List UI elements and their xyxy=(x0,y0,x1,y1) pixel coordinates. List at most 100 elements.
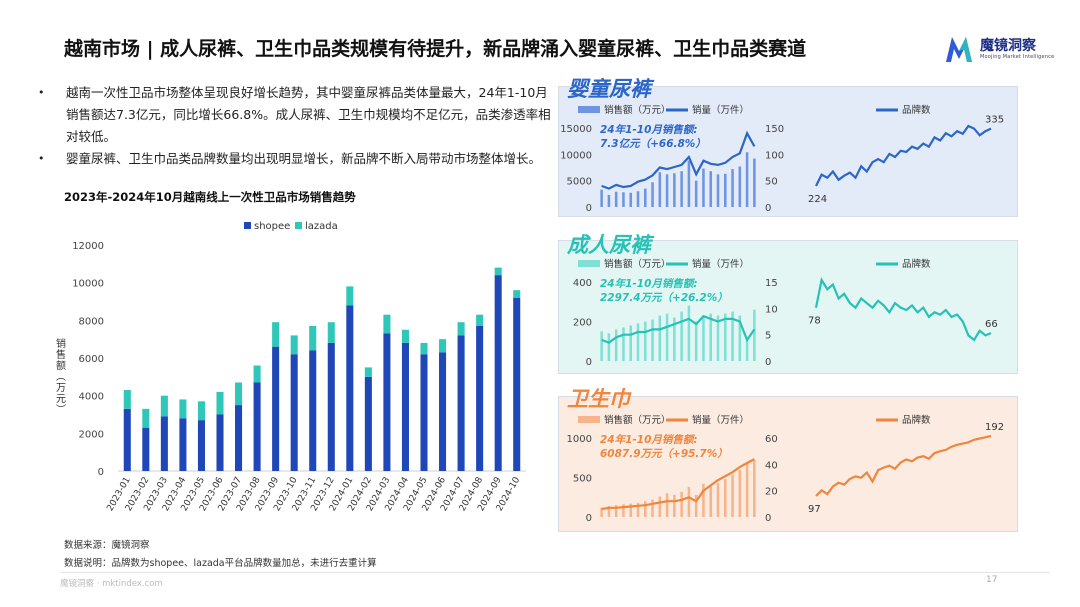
y-tick-label-right: 15 xyxy=(765,278,778,289)
bar-shopee xyxy=(494,275,502,471)
bar-sales xyxy=(651,319,654,361)
bar-sales xyxy=(724,479,727,517)
bar-sales xyxy=(636,191,640,207)
bar-lazada xyxy=(142,408,150,428)
bar-sales xyxy=(673,173,676,207)
bar-shopee xyxy=(197,420,205,471)
bar-sales xyxy=(694,494,698,517)
bar-sales xyxy=(607,333,611,361)
footer-website: 魔镜洞察 · mktindex.com xyxy=(60,579,163,589)
bar-sales xyxy=(644,501,647,517)
y-tick-label-right: 0 xyxy=(765,513,771,524)
bar-shopee xyxy=(290,354,298,471)
bar-sales xyxy=(724,313,727,361)
panel-title-adult: 成人尿裤 xyxy=(567,233,651,257)
bar-shopee xyxy=(457,335,465,471)
bar-sales xyxy=(607,194,611,207)
bar-sales xyxy=(709,485,712,517)
legend-label-volume: 销量（万件） xyxy=(692,104,749,116)
legend-label-brands: 品牌数 xyxy=(902,258,931,270)
y-tick-label-left: 0 xyxy=(586,203,592,214)
adult-mini-charts: 销售额（万元） 销量（万件） 品牌数 24年1-10月销售额:2297.4万元（+26… xyxy=(573,258,998,368)
bar-sales xyxy=(680,311,683,361)
summary-bullets: 越南一次性卫品市场整体呈现良好增长趋势，其中婴童尿裤品类体量最大，24年1-10… xyxy=(36,82,556,170)
bar-lazada xyxy=(123,390,131,409)
legend-label-brands: 品牌数 xyxy=(902,414,931,426)
legend-label-sales: 销售额（万元） xyxy=(604,414,671,426)
y-tick-label-right: 0 xyxy=(765,203,771,214)
panel-sanitary-pads xyxy=(558,396,1018,532)
bar-sales xyxy=(738,166,742,207)
y-tick-label-right: 20 xyxy=(765,487,778,498)
brand-end-label: 335 xyxy=(985,115,1004,126)
y-tick-label-right: 60 xyxy=(765,434,778,445)
annotation-line: 6087.9万元（+95.7%） xyxy=(600,447,728,460)
y-tick-label: 2000 xyxy=(79,429,104,440)
bar-lazada xyxy=(346,286,354,306)
legend-label-brands: 品牌数 xyxy=(902,104,931,116)
y-tick-label: 6000 xyxy=(79,354,104,365)
bar-lazada xyxy=(439,339,447,353)
bar-sales xyxy=(636,323,640,361)
legend-label-shopee: shopee xyxy=(254,221,290,232)
bar-lazada xyxy=(160,395,168,417)
bar-shopee xyxy=(420,354,428,471)
line-brand-count xyxy=(815,124,992,187)
bar-sales xyxy=(694,180,698,207)
line-brand-count xyxy=(815,434,992,497)
y-tick-label-left: 400 xyxy=(573,278,592,289)
legend-swatch-shopee xyxy=(244,222,251,229)
brand-subtitle: Moojing Market Intelligence xyxy=(980,53,1055,60)
summary-bullet: 婴童尿裤、卫生巾品类品牌数量均出现明显增长，新品牌不断入局带动市场整体增长。 xyxy=(36,148,556,170)
y-tick-label-right: 150 xyxy=(765,124,784,135)
pad-mini-charts: 销售额（万元） 销量（万件） 品牌数 24年1-10月销售额:6087.9万元（+95… xyxy=(567,414,1005,524)
legend-label-volume: 销量（万件） xyxy=(692,414,749,426)
bar-sales xyxy=(651,499,654,517)
bar-sales xyxy=(629,325,632,361)
annotation-line: 2297.4万元（+26.2%） xyxy=(600,291,728,304)
bar-sales xyxy=(753,158,756,207)
legend-swatch-sales xyxy=(578,106,600,113)
main-chart-title: 2023年-2024年10月越南线上一次性卫品市场销售趋势 xyxy=(64,190,356,204)
bar-shopee xyxy=(309,350,317,471)
bar-sales xyxy=(702,168,705,207)
bar-lazada xyxy=(216,391,224,415)
bar-lazada xyxy=(383,314,391,334)
bar-sales xyxy=(607,505,611,517)
bar-sales xyxy=(687,305,691,361)
bar-shopee xyxy=(123,408,131,471)
legend-label-sales: 销售额（万元） xyxy=(604,104,671,116)
brand-end-label: 66 xyxy=(985,319,998,330)
y-tick-label-right: 50 xyxy=(765,177,778,188)
main-stacked-bar-chart: shopee lazada 销售额（万元） 0 2000 4000 6000 8000 1000… xyxy=(54,221,526,513)
data-source: 数据来源：魔镜洞察 xyxy=(64,540,150,551)
y-tick-label-left: 1000 xyxy=(567,434,592,445)
y-tick-label-left: 200 xyxy=(573,318,592,329)
annotation-line: 7.3亿元（+66.8%） xyxy=(600,137,706,150)
bar-sales xyxy=(622,327,625,361)
bar-sales xyxy=(658,496,662,517)
y-tick-label-left: 15000 xyxy=(560,124,592,135)
y-tick-label: 10000 xyxy=(72,279,104,290)
bar-sales xyxy=(622,504,625,517)
bar-sales xyxy=(644,188,647,207)
bar-shopee xyxy=(216,414,224,471)
y-tick-label-right: 5 xyxy=(765,331,771,342)
bar-shopee xyxy=(346,305,354,471)
bar-sales xyxy=(651,182,654,207)
bar-lazada xyxy=(457,322,465,336)
bar-lazada xyxy=(272,322,280,347)
bar-sales xyxy=(622,192,625,207)
brand-start-label: 97 xyxy=(808,504,821,515)
legend-swatch-sales xyxy=(578,416,600,423)
bar-lazada xyxy=(513,290,521,298)
legend-label-lazada: lazada xyxy=(305,221,338,232)
bar-shopee xyxy=(401,342,409,471)
y-tick-label-left: 10000 xyxy=(560,150,592,161)
bar-shopee xyxy=(272,346,280,471)
bar-sales xyxy=(629,503,632,517)
bar-lazada xyxy=(494,267,502,276)
bar-sales xyxy=(738,315,742,361)
bar-sales xyxy=(614,329,618,361)
y-tick-label: 4000 xyxy=(79,392,104,403)
